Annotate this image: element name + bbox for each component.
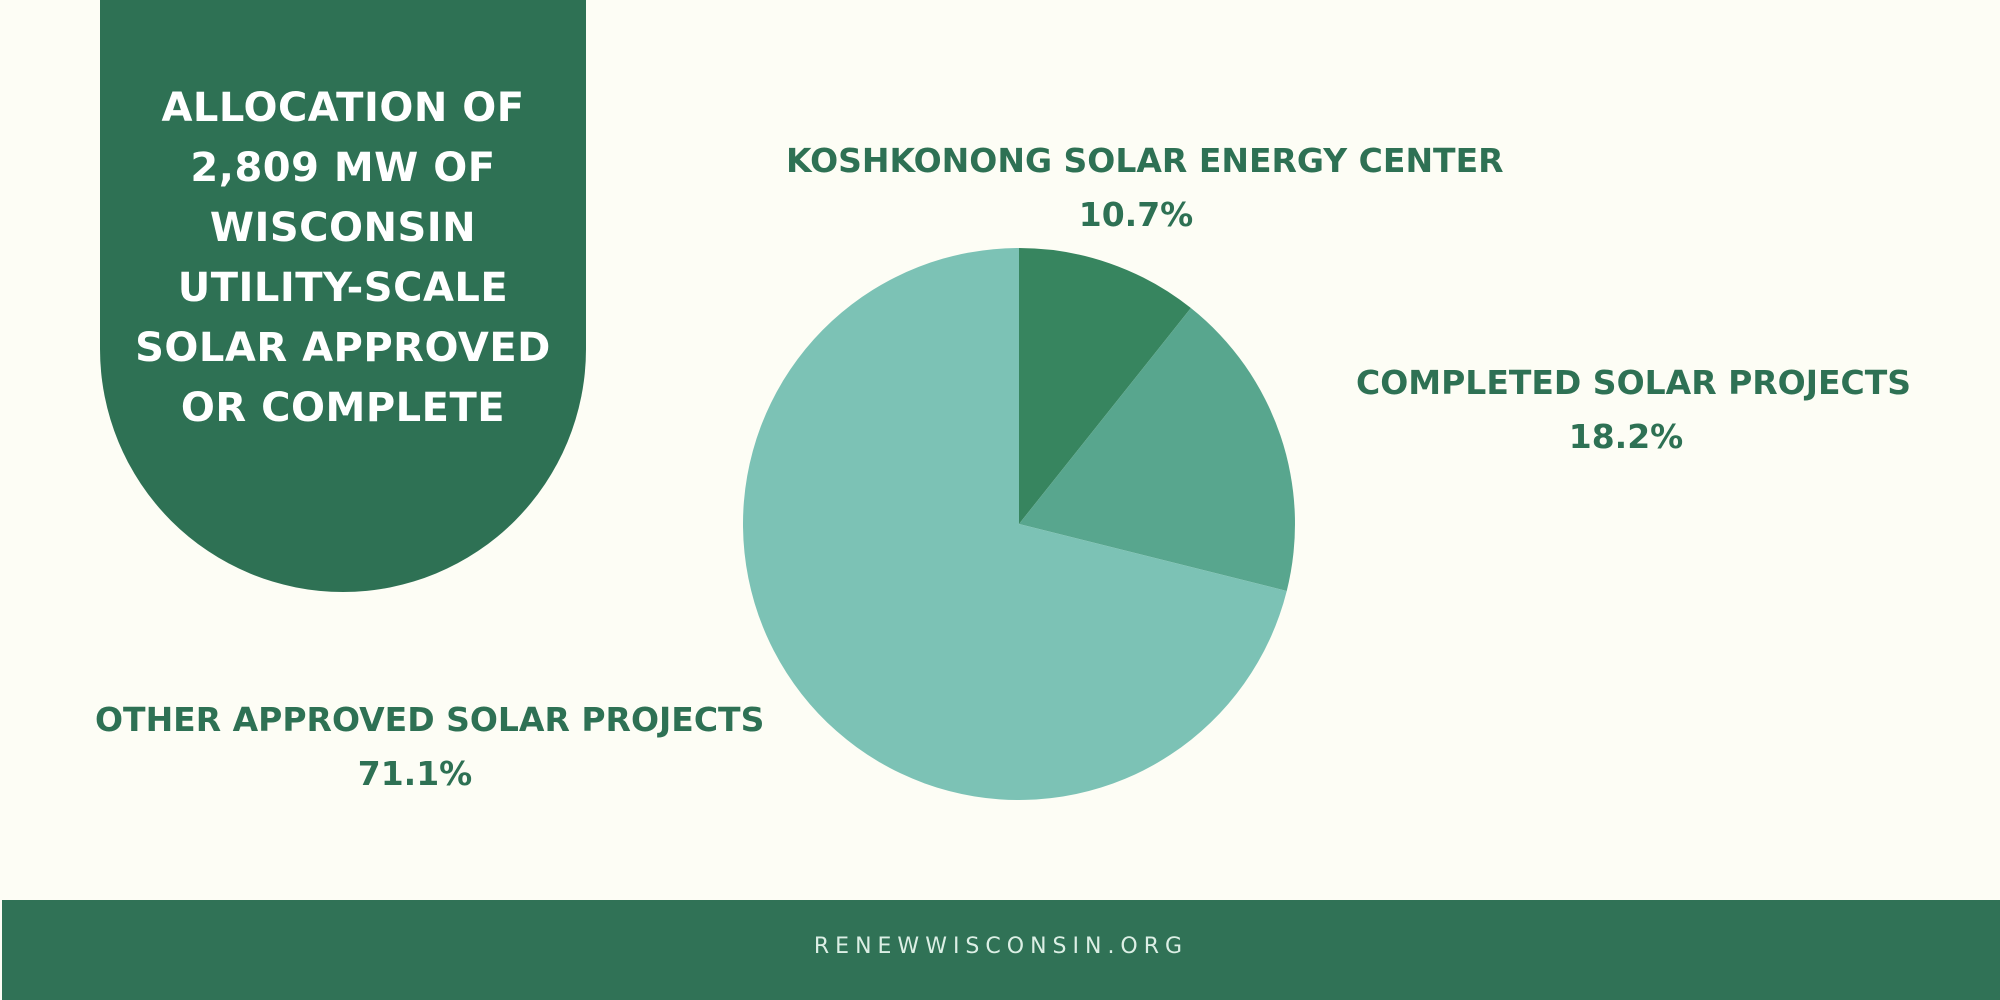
pie-slice-other: [742, 248, 1287, 800]
slice-name: COMPLETED SOLAR PROJECTS: [1356, 363, 1912, 402]
footer-bar: RENEWWISCONSIN.ORG: [2, 900, 2000, 1000]
pie-slice-completed: [1019, 308, 1295, 591]
slice-name: KOSHKONONG SOLAR ENERGY CENTER: [786, 141, 1504, 180]
footer-website-link[interactable]: RENEWWISCONSIN.ORG: [813, 934, 1189, 959]
slice-name: OTHER APPROVED SOLAR PROJECTS: [95, 700, 765, 739]
slice-label-koshkonong: KOSHKONONG SOLAR ENERGY CENTER 10.7%: [786, 134, 1504, 242]
pie-slice-koshkonong: [1019, 248, 1191, 524]
title-panel: [100, 0, 586, 592]
chart-title: ALLOCATION OF 2,809 MW OF WISCONSIN UTIL…: [135, 85, 551, 431]
slice-percent: 10.7%: [1078, 195, 1194, 234]
slice-percent: 18.2%: [1568, 417, 1684, 456]
slice-label-other: OTHER APPROVED SOLAR PROJECTS 71.1%: [95, 693, 765, 801]
slice-percent: 71.1%: [357, 754, 473, 793]
slice-label-completed: COMPLETED SOLAR PROJECTS 18.2%: [1356, 356, 1912, 464]
